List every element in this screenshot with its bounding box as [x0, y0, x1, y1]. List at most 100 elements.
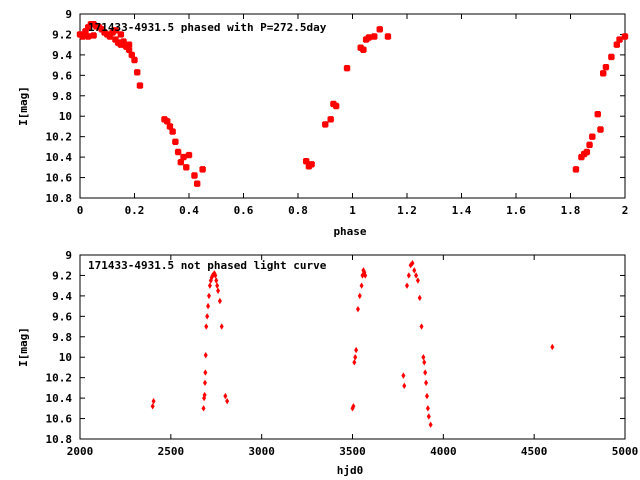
data-point	[202, 379, 207, 386]
x-tick-label: 1.6	[506, 204, 526, 217]
y-tick-label: 10	[59, 110, 72, 123]
data-point	[203, 351, 208, 359]
x-tick-label: 1.4	[452, 204, 472, 217]
data-point	[602, 63, 610, 71]
data-point	[183, 164, 190, 171]
y-tick-label: 10.2	[46, 131, 73, 144]
data-point	[352, 359, 357, 366]
data-point	[214, 277, 219, 284]
data-point	[134, 69, 141, 76]
y-tick-label: 9.8	[52, 90, 72, 103]
data-point	[332, 102, 340, 110]
data-point	[351, 403, 356, 410]
data-point	[421, 354, 426, 361]
data-point	[216, 287, 221, 294]
data-point	[572, 166, 580, 173]
x-tick-label: 2500	[158, 445, 185, 458]
data-point	[185, 151, 193, 159]
data-point	[424, 392, 429, 400]
data-point	[223, 392, 228, 400]
data-point	[164, 118, 171, 125]
phased-light-curve-plot: 0 0.2 0.4 0.6 0.8 1 1.2 1.4 1.6 1.8 2 9 9.2 9.4 9.6 9.8…	[17, 8, 628, 238]
y-axis-label: I[mag]	[17, 86, 30, 126]
y-tick-label: 10	[59, 351, 72, 364]
y-tick-label: 9.2	[52, 28, 72, 41]
data-point	[217, 297, 222, 305]
x-tick-label: 0.6	[234, 204, 254, 217]
data-point	[608, 53, 615, 61]
data-points	[150, 259, 555, 428]
x-tick-label: 0.8	[288, 204, 308, 217]
y-tick-label: 9	[65, 8, 72, 21]
x-tick-label: 0.2	[125, 204, 145, 217]
data-point	[401, 372, 406, 379]
data-point	[402, 382, 407, 390]
data-point	[327, 116, 334, 123]
data-point	[219, 323, 224, 330]
data-point	[406, 272, 411, 279]
x-tick-label: 3000	[248, 445, 275, 458]
y-tick-label: 10.8	[46, 433, 73, 446]
data-point	[376, 26, 383, 33]
data-point	[405, 282, 409, 289]
data-point	[354, 346, 359, 354]
y-tick-label: 9.6	[52, 310, 72, 323]
data-point	[384, 33, 392, 40]
y-tick-label: 9	[65, 249, 72, 262]
axis-ticks: 0 0.2 0.4 0.6 0.8 1 1.2 1.4 1.6 1.8 2 9 9.2 9.4 9.6 9.8…	[46, 8, 629, 217]
data-point	[613, 41, 621, 48]
data-point	[426, 413, 431, 420]
data-point	[363, 272, 368, 279]
data-point	[117, 31, 125, 38]
x-tick-label: 0.4	[179, 204, 199, 217]
data-point	[353, 354, 358, 361]
data-point	[79, 33, 86, 40]
data-point	[343, 64, 351, 72]
data-point	[600, 70, 607, 77]
data-point	[215, 282, 220, 289]
x-tick-label: 5000	[612, 445, 639, 458]
data-point	[621, 33, 629, 40]
data-point	[199, 166, 206, 173]
plot-title: 171433-4931.5 not phased light curve	[88, 259, 327, 272]
data-point	[365, 34, 373, 41]
data-point	[112, 27, 119, 34]
data-point	[308, 161, 315, 168]
data-point	[424, 379, 429, 386]
data-point	[213, 272, 218, 279]
data-point	[136, 82, 144, 89]
y-tick-label: 10.4	[46, 151, 73, 164]
x-tick-label: 1.8	[561, 204, 581, 217]
data-point	[201, 405, 206, 412]
data-point	[360, 46, 367, 53]
data-point	[207, 282, 212, 289]
data-point	[412, 267, 417, 274]
y-tick-label: 9.8	[52, 331, 72, 344]
data-point	[414, 272, 419, 279]
y-tick-label: 10.8	[46, 192, 73, 205]
data-point	[150, 403, 155, 410]
data-point	[206, 302, 211, 310]
data-point	[125, 41, 133, 48]
y-tick-label: 10.4	[46, 392, 73, 405]
data-point	[84, 33, 92, 40]
data-point	[174, 148, 182, 156]
plot-frame	[79, 13, 626, 199]
plot-title: 171433-4931.5 phased with P=272.5day	[88, 21, 327, 34]
data-point	[359, 282, 364, 289]
data-point	[166, 123, 174, 130]
data-point	[419, 323, 424, 330]
data-point	[425, 405, 430, 412]
data-point	[423, 369, 428, 376]
data-point	[177, 159, 185, 166]
data-point	[589, 133, 596, 140]
data-points	[76, 21, 629, 187]
data-point	[205, 313, 210, 320]
x-tick-label: 1.2	[397, 204, 417, 217]
data-point	[225, 397, 230, 405]
data-point	[128, 51, 135, 59]
data-point	[371, 33, 378, 40]
data-point	[125, 46, 133, 53]
axis-ticks: 2000 2500 3000 3500 4000 4500 5000 9 9.2 9.4 9.6 9.…	[46, 249, 639, 458]
data-point	[583, 148, 591, 156]
